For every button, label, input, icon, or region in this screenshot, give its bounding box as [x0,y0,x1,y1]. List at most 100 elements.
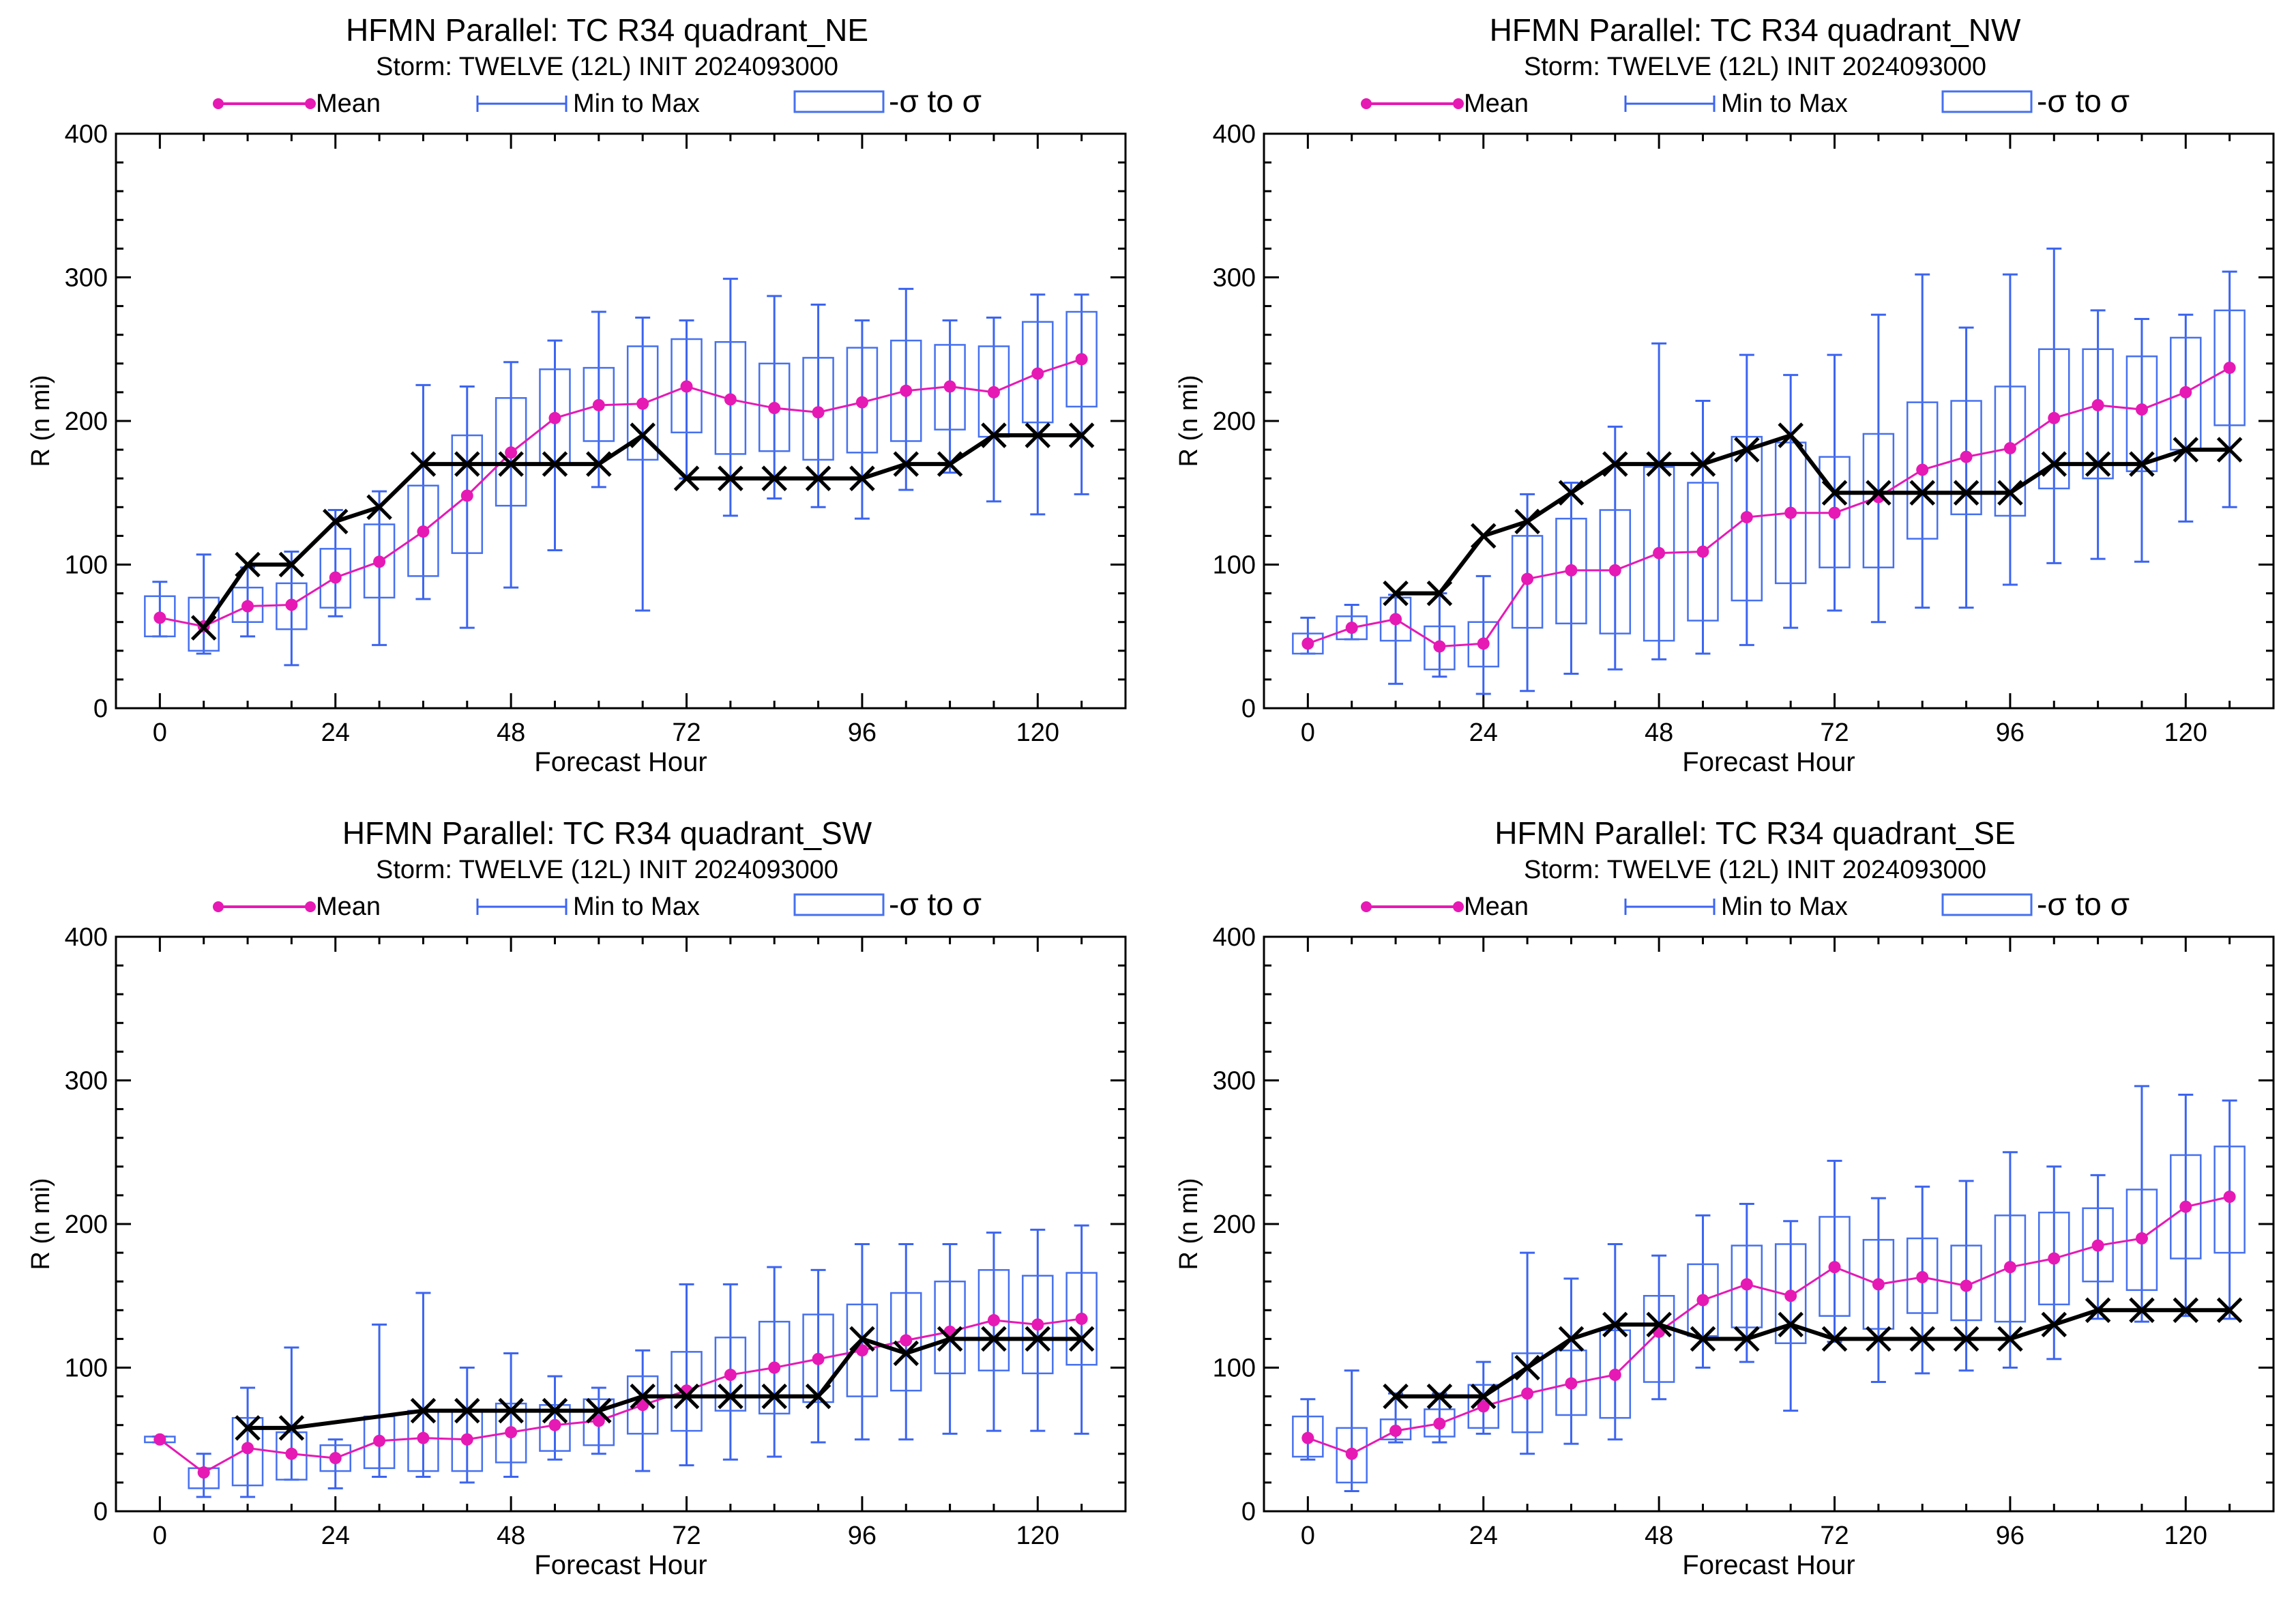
mean-line [159,1317,1082,1474]
y-axis-label: R (n mi) [27,375,55,467]
mean-point [329,571,342,584]
observed-marker [761,465,787,491]
observed-marker-stroke [542,1397,568,1424]
x-tick-label: 48 [497,1521,525,1550]
mean-point [1477,637,1490,650]
legend-minmax-label: Min to Max [1721,892,1848,921]
mean-point [2003,441,2016,454]
legend-mean-marker [305,901,316,912]
sigma-box [2125,355,2158,472]
observed-marker [1997,1326,2023,1352]
observed-marker [1025,1326,1051,1352]
mean-point [812,406,825,419]
legend-minmax-label: Min to Max [1721,89,1848,118]
sigma-box [671,1351,703,1432]
observed-marker-stroke [718,1383,744,1410]
observed-marker [1383,580,1409,607]
mean-point [548,411,561,424]
observed-marker-stroke [981,1326,1007,1352]
observed-marker [805,1383,831,1410]
sigma-box [1862,1238,1895,1330]
observed-marker [1953,1326,1979,1352]
sigma-box [802,1313,834,1403]
observed-marker [1558,480,1585,506]
y-tick-label: 100 [65,1354,108,1383]
observed-marker [2216,1297,2243,1324]
observed-marker-stroke [805,465,831,491]
observed-marker [893,1340,919,1367]
observed-marker [1558,1326,1585,1352]
y-tick-label: 0 [1241,1498,1256,1526]
observed-marker-stroke [2216,437,2243,463]
mean-point [1784,1290,1797,1302]
sigma-box [2213,309,2246,426]
observed-marker-stroke [1821,1326,1848,1352]
observed-marker [1514,1354,1540,1381]
mean-point [1740,1278,1753,1291]
mean-line [160,358,1083,628]
chart-title: HFMN Parallel: TC R34 quadrant_NW [1490,12,2021,48]
observed-marker-stroke [190,615,217,641]
observed-marker [542,1397,568,1424]
observed-marker-stroke [1953,480,1979,506]
observed-marker-stroke [1383,580,1409,607]
sigma-box [1599,1329,1632,1419]
mean-point [1960,1279,1973,1292]
sigma-box [714,1337,747,1412]
sigma-box [846,347,879,454]
chart-subtitle: Storm: TWELVE (12L) INIT 2024093000 [1524,53,1986,81]
observed-marker-stroke [1514,508,1540,535]
mean-point [987,1314,1000,1327]
x-tick-label: 96 [848,718,877,747]
x-tick-label: 24 [1469,718,1498,747]
observed-marker-stroke [1734,1326,1760,1352]
sigma-box [231,1416,264,1487]
mean-point [373,1434,386,1447]
y-tick-label: 100 [1213,551,1256,580]
mean-point [1075,353,1088,366]
legend-sigma-label: -σ to σ [889,83,982,119]
observed-marker-stroke [2041,451,2067,477]
mean-point [241,600,254,613]
observed-marker [1778,422,1804,448]
observed-marker-stroke [673,1383,700,1410]
observed-marker-stroke [1470,1383,1497,1410]
sigma-box [1643,1295,1675,1383]
observed-marker [1068,422,1095,448]
legend-sigma-label: -σ to σ [889,886,982,922]
x-tick-label: 0 [153,1521,167,1550]
observed-marker [849,465,875,491]
observed-marker [2041,1311,2067,1338]
observed-marker-stroke [1426,580,1453,607]
mean-point [1075,1312,1088,1325]
mean-point [1872,1278,1885,1291]
chart-subtitle: Storm: TWELVE (12L) INIT 2024093000 [376,53,838,81]
x-axis-label: Forecast Hour [1682,747,1855,777]
mean-point [680,380,693,393]
observed-marker-stroke [2173,437,2199,463]
sigma-box [1336,1427,1368,1484]
observed-marker-stroke [1997,480,2023,506]
mean-point [592,398,605,411]
observed-marker-stroke [1470,523,1497,549]
sigma-box [495,397,527,507]
mean-point [636,397,649,410]
mean-point [1696,1294,1709,1307]
observed-marker-stroke [761,1383,787,1410]
mean-point [1389,1425,1402,1438]
x-tick-label: 48 [1645,1521,1673,1550]
sigma-box [2038,348,2070,490]
y-tick-label: 300 [1213,264,1256,293]
observed-marker [1690,1326,1716,1352]
observed-marker [937,451,963,477]
observed-marker [278,551,305,578]
sigma-box [1292,1415,1324,1458]
y-tick-label: 200 [65,407,108,436]
observed-marker [630,422,656,448]
mean-point [1433,640,1446,653]
observed-marker [1866,1326,1892,1352]
mean-point [2135,1232,2148,1245]
observed-marker [410,1397,437,1424]
sigma-box [1862,433,1895,568]
observed-marker [2216,437,2243,463]
